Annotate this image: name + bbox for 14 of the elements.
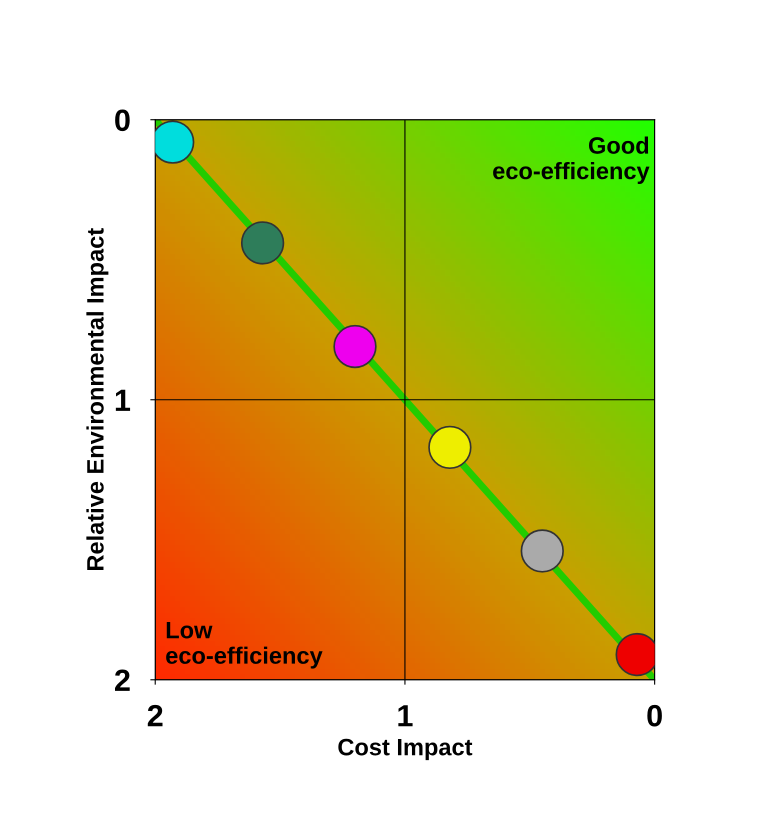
x-axis-title: Cost Impact [338, 738, 472, 760]
y-tick-label: 1 [116, 390, 130, 411]
point [333, 324, 377, 368]
x-tick-label: 2 [148, 704, 163, 726]
point [520, 529, 564, 573]
annotation: Good eco-efficiency [493, 136, 650, 184]
x-tick-label: 0 [647, 704, 662, 727]
y-tick-label: 0 [115, 109, 130, 132]
y-tick-label: 2 [114, 670, 130, 691]
point [240, 221, 284, 265]
x-tick-label: 1 [398, 705, 413, 726]
point [428, 426, 472, 470]
annotation: Low eco-efficiency [166, 622, 323, 669]
y-axis-title: Relative Environmental Impact [86, 228, 108, 570]
